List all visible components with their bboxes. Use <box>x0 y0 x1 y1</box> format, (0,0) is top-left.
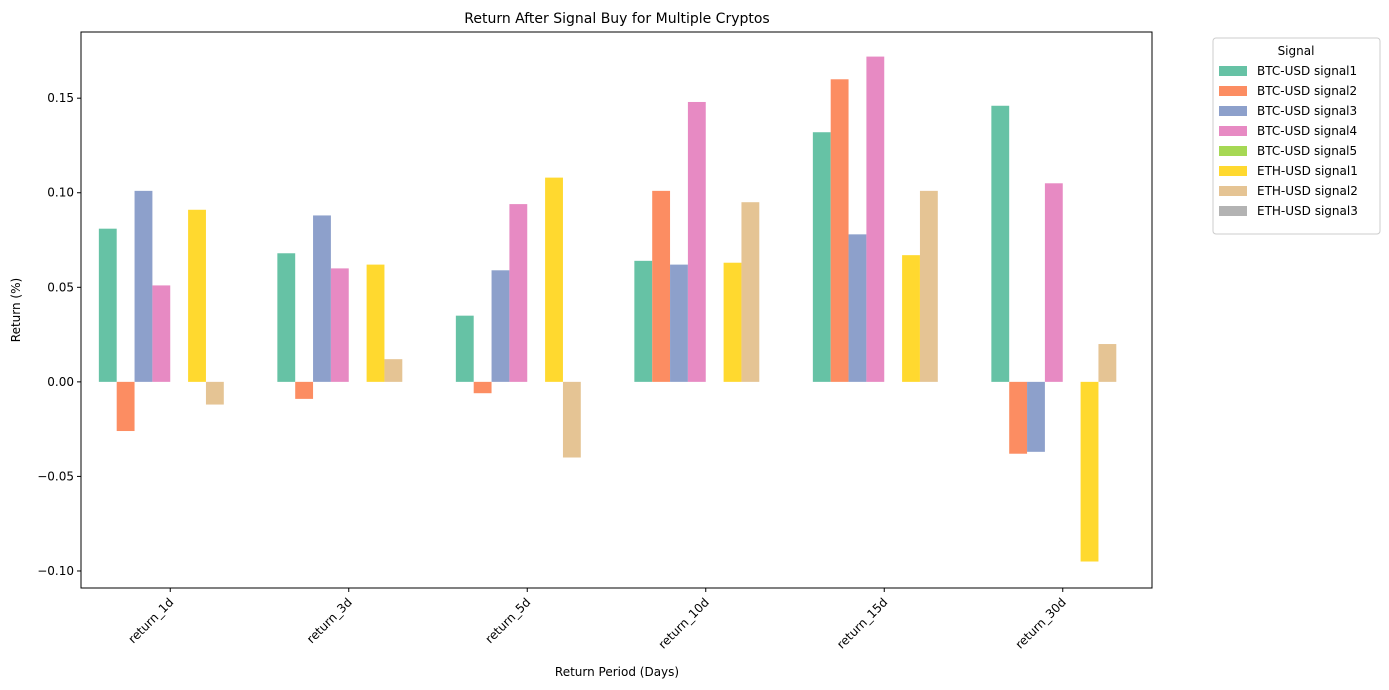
bar <box>545 177 563 382</box>
bar <box>812 132 831 382</box>
legend-entry: BTC-USD signal3 <box>1257 104 1357 118</box>
plot-frame <box>80 31 1153 589</box>
legend-swatch <box>1219 126 1247 136</box>
bar <box>919 190 938 382</box>
legend-swatch <box>1219 186 1247 196</box>
bar <box>848 234 867 382</box>
legend-frame <box>1212 37 1381 235</box>
bar <box>1098 344 1117 382</box>
plot-area: −0.10 −0.05 0.00 0.05 0.10 0.15 return_1d retur… <box>37 31 1153 651</box>
bar <box>741 202 760 382</box>
legend-title: Signal <box>1278 44 1315 58</box>
legend-swatch <box>1219 66 1247 76</box>
bar <box>366 264 385 382</box>
x-tick-label: return_30d <box>1013 595 1069 651</box>
legend-swatch <box>1219 146 1247 156</box>
bar <box>152 285 171 382</box>
bar <box>277 253 296 382</box>
y-tick-label: 0.15 <box>47 91 74 105</box>
y-tick-label: −0.05 <box>37 469 74 483</box>
legend-swatch <box>1219 86 1247 96</box>
bar <box>313 215 331 382</box>
bar <box>188 209 206 382</box>
legend: Signal BTC-USD signal1 BTC-USD signal2 BTC… <box>1212 37 1381 235</box>
bar <box>652 190 671 382</box>
bar <box>205 381 224 405</box>
bar <box>723 262 742 382</box>
x-tick-label: return_10d <box>656 595 712 651</box>
legend-entry: ETH-USD signal2 <box>1257 184 1358 198</box>
bar <box>134 190 153 382</box>
x-tick-label: return_15d <box>834 595 890 651</box>
y-tick-label: −0.10 <box>37 564 74 578</box>
legend-entry: ETH-USD signal3 <box>1257 204 1358 218</box>
x-tick-label: return_5d <box>482 595 533 646</box>
y-tick-label: 0.00 <box>47 375 74 389</box>
bar <box>562 381 581 458</box>
bar <box>991 105 1010 382</box>
x-tick-label: return_1d <box>125 595 176 646</box>
bar <box>1044 183 1063 382</box>
legend-swatch <box>1219 106 1247 116</box>
bar <box>330 268 349 382</box>
bar <box>670 264 688 382</box>
bar <box>1080 381 1099 562</box>
bar <box>1009 381 1028 454</box>
bar <box>902 255 920 382</box>
legend-entry: BTC-USD signal5 <box>1257 144 1357 158</box>
bar <box>1027 381 1045 452</box>
x-axis-label: Return Period (Days) <box>555 665 679 679</box>
y-axis-label: Return (%) <box>9 278 23 342</box>
bar <box>866 56 885 382</box>
y-tick-label: 0.05 <box>47 280 74 294</box>
legend-swatch <box>1219 166 1247 176</box>
bar <box>455 315 474 382</box>
legend-swatch <box>1219 206 1247 216</box>
chart-title: Return After Signal Buy for Multiple Cry… <box>464 11 769 27</box>
bar <box>634 260 653 382</box>
x-tick-label: return_3d <box>304 595 355 646</box>
legend-entry: ETH-USD signal1 <box>1257 164 1358 178</box>
bar <box>295 381 314 399</box>
bar <box>473 381 492 394</box>
bar <box>116 381 135 432</box>
y-tick-label: 0.10 <box>47 186 74 200</box>
legend-entry: BTC-USD signal1 <box>1257 64 1357 78</box>
bar <box>509 204 528 382</box>
bar <box>687 101 706 382</box>
bar <box>98 228 117 382</box>
bar <box>384 359 403 382</box>
legend-entry: BTC-USD signal4 <box>1257 124 1357 138</box>
bar <box>491 270 510 382</box>
bar <box>830 79 849 382</box>
legend-entry: BTC-USD signal2 <box>1257 84 1357 98</box>
